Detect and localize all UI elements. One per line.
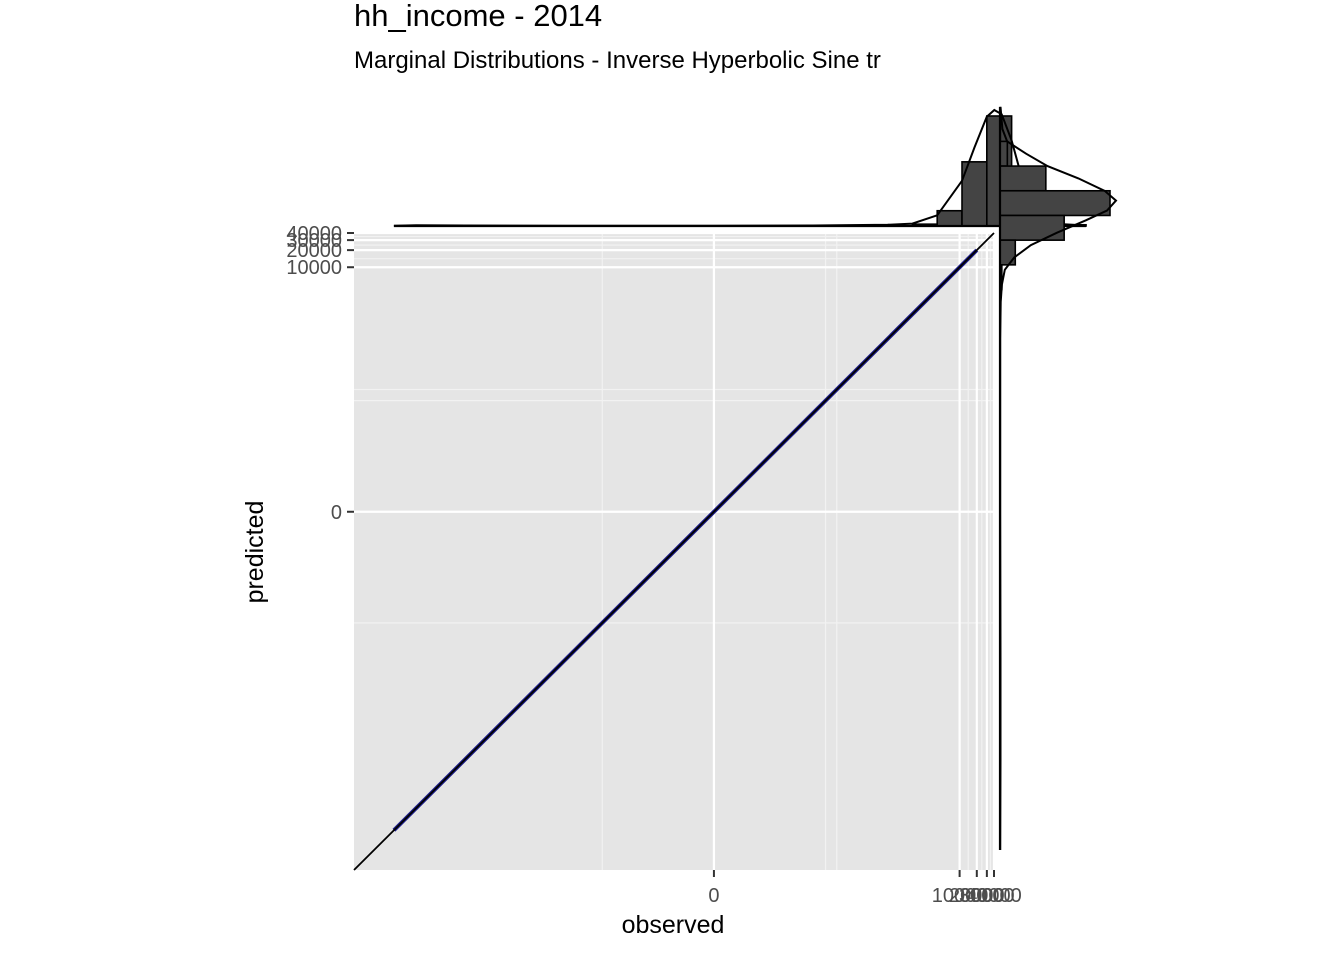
right-marginal-histogram xyxy=(998,106,1118,851)
x-tick-label: 10000 xyxy=(932,885,988,907)
y-axis-label: predicted xyxy=(241,501,269,604)
main-panel xyxy=(353,231,996,871)
reference-line xyxy=(353,232,995,871)
y-tick-label: 0 xyxy=(331,502,342,524)
y-tick-label: 30000 xyxy=(286,230,342,252)
y-tick-label: 40000 xyxy=(286,223,342,245)
x-tick-label: 20000 xyxy=(949,885,1005,907)
y-tick-label: 20000 xyxy=(286,240,342,262)
right-histogram-bar xyxy=(999,165,1047,192)
top-histogram-bar xyxy=(936,209,963,227)
chart-title: hh_income - 2014 xyxy=(354,0,602,33)
right-histogram-bar xyxy=(999,239,1017,266)
y-tick-label: 10000 xyxy=(286,257,342,279)
x-tick-label: 40000 xyxy=(966,885,1022,907)
right-histogram-bar xyxy=(999,189,1111,217)
right-histogram-bar xyxy=(999,214,1065,241)
x-tick-label: 30000 xyxy=(959,885,1015,907)
axes: 0 100002000030000400000100002000030000400… xyxy=(286,223,1021,907)
x-tick-label: 0 xyxy=(708,885,719,907)
x-axis-label: observed xyxy=(622,911,725,939)
top-marginal-histogram xyxy=(393,108,1087,228)
chart-subtitle: Marginal Distributions - Inverse Hyperbo… xyxy=(354,47,881,74)
